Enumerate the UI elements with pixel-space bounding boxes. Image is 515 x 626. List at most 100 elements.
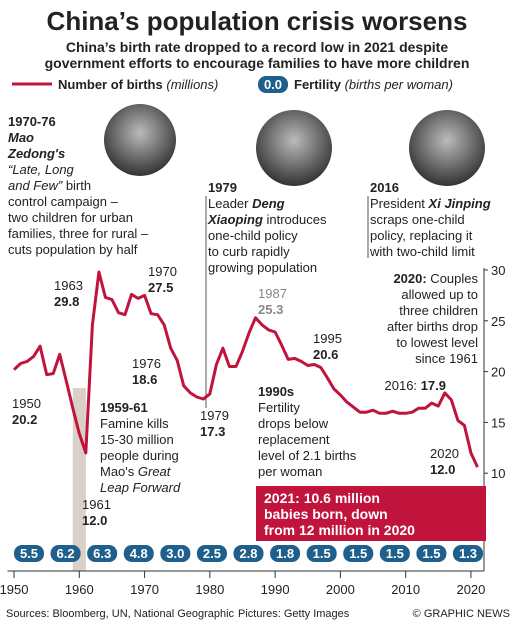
text: 1970-76 — [8, 114, 56, 129]
footer: Pictures: Getty Images — [238, 608, 350, 620]
value-label: 12.0 — [82, 513, 107, 528]
value-label: 18.6 — [132, 372, 157, 387]
fertility-label: 6.2 — [57, 546, 75, 561]
annotation: 1990s Fertility drops below replacement … — [258, 384, 357, 479]
value-label: 29.8 — [54, 294, 79, 309]
annotation: 2020: Couples allowed up to three childr… — [387, 271, 479, 366]
y-tick-label: 10 — [491, 466, 505, 481]
text: Xiaoping introduces — [207, 212, 327, 227]
fertility-label: 1.5 — [422, 546, 440, 561]
y-tick-label: 15 — [491, 415, 505, 430]
x-tick-label: 2000 — [326, 582, 355, 597]
text: replacement — [258, 432, 330, 447]
fertility-badge — [160, 545, 191, 562]
year-label: 1995 — [313, 331, 342, 346]
x-tick-label: 1970 — [130, 582, 159, 597]
text: and Few” birth — [8, 178, 91, 193]
fertility-badge — [306, 545, 337, 562]
text: Zedong's — [7, 146, 65, 161]
text: 2020: Couples — [393, 271, 478, 286]
year-label: 1970 — [148, 264, 177, 279]
text: Leader Deng — [208, 196, 285, 211]
text: families, three for rural – — [8, 226, 149, 241]
fertility-badge — [14, 545, 44, 562]
fertility-label: 2.5 — [203, 546, 221, 561]
fertility-label: 4.8 — [130, 546, 148, 561]
text: babies born, down — [264, 506, 388, 522]
year-label: 1976 — [132, 356, 161, 371]
y-tick-label: 30 — [491, 263, 505, 278]
value-label: 2016: 17.9 — [385, 378, 446, 393]
fertility-badge — [416, 545, 447, 562]
annotation: 1970-76 Mao Zedong's “Late, Long and Few… — [7, 114, 149, 257]
year-label: 1979 — [200, 408, 229, 423]
text: with two-child limit — [369, 244, 475, 259]
x-tick-label: 1950 — [0, 582, 28, 597]
value-label: 12.0 — [430, 462, 455, 477]
legend-badge — [258, 76, 288, 93]
text: allowed up to — [401, 287, 478, 302]
x-tick-label: 1990 — [261, 582, 290, 597]
value-label: 20.6 — [313, 347, 338, 362]
fertility-badge — [87, 545, 118, 562]
photo — [409, 110, 485, 186]
box — [256, 486, 486, 541]
footer: © GRAPHIC NEWS — [413, 608, 510, 620]
text: to curb rapidly — [208, 244, 290, 259]
fertility-label: 1.5 — [386, 546, 404, 561]
text: 15-30 million — [100, 432, 174, 447]
fertility-badge — [270, 545, 301, 562]
text: after births drop — [387, 319, 478, 334]
fertility-label: 5.5 — [20, 546, 38, 561]
text: to lowest level — [396, 335, 478, 350]
text: per woman — [258, 464, 322, 479]
footer: Sources: Bloomberg, UN, National Geograp… — [6, 608, 235, 620]
year-label: 2020 — [430, 446, 459, 461]
fertility-badge — [123, 545, 154, 562]
text: 1979 — [208, 180, 237, 195]
subtitle: China’s birth rate dropped to a record l… — [66, 39, 448, 55]
text: since 1961 — [415, 351, 478, 366]
text: Fertility — [258, 400, 300, 415]
text: control campaign – — [8, 194, 119, 209]
text: cuts population by half — [8, 242, 138, 257]
fertility-label: 1.8 — [276, 546, 294, 561]
text: from 12 million in 2020 — [264, 522, 415, 538]
fertility-badge — [453, 545, 483, 562]
text: growing population — [208, 260, 317, 275]
text: 1959-61 — [100, 400, 148, 415]
text: two children for urban — [8, 210, 133, 225]
text: President Xi Jinping — [370, 196, 491, 211]
fertility-badge — [233, 545, 264, 562]
fertility-badge — [343, 545, 374, 562]
famine-band — [72, 388, 86, 571]
x-tick-label: 2020 — [456, 582, 485, 597]
fertility-label: 3.0 — [166, 546, 184, 561]
text: “Late, Long — [8, 162, 75, 177]
fertility-label: 2.8 — [239, 546, 257, 561]
plot: 10 15 20 25 30 1950 1960 1970 1980 1990 2000 2010 20… — [0, 196, 505, 597]
text: three children — [399, 303, 478, 318]
year-label: 1963 — [54, 278, 83, 293]
fertility-label: 1.5 — [349, 546, 367, 561]
text: 2021: 10.6 million — [264, 490, 380, 506]
text: level of 2.1 births — [258, 448, 357, 463]
text: Mao's Great — [100, 464, 172, 479]
photo — [256, 110, 332, 186]
text: people during — [100, 448, 179, 463]
x-tick-label: 1980 — [195, 582, 224, 597]
callout-box: 2021: 10.6 million babies born, down fro… — [256, 486, 486, 541]
y-tick-label: 20 — [491, 365, 505, 380]
value-label: 20.2 — [12, 412, 37, 427]
point-labels: 1950 20.2 1963 29.8 1970 27.5 1976 18.6 … — [12, 264, 459, 528]
legend-label: Fertility (births per woman) — [294, 77, 453, 92]
y-tick-label: 25 — [491, 314, 505, 329]
year-label: 1961 — [82, 497, 111, 512]
subtitle: government efforts to encourage families… — [45, 55, 470, 71]
fertility-badge — [196, 545, 227, 562]
title: China’s population crisis worsens — [47, 6, 468, 36]
fertility-label: 1.5 — [313, 546, 331, 561]
x-tick-label: 2010 — [391, 582, 420, 597]
fertility-label: 6.3 — [93, 546, 111, 561]
